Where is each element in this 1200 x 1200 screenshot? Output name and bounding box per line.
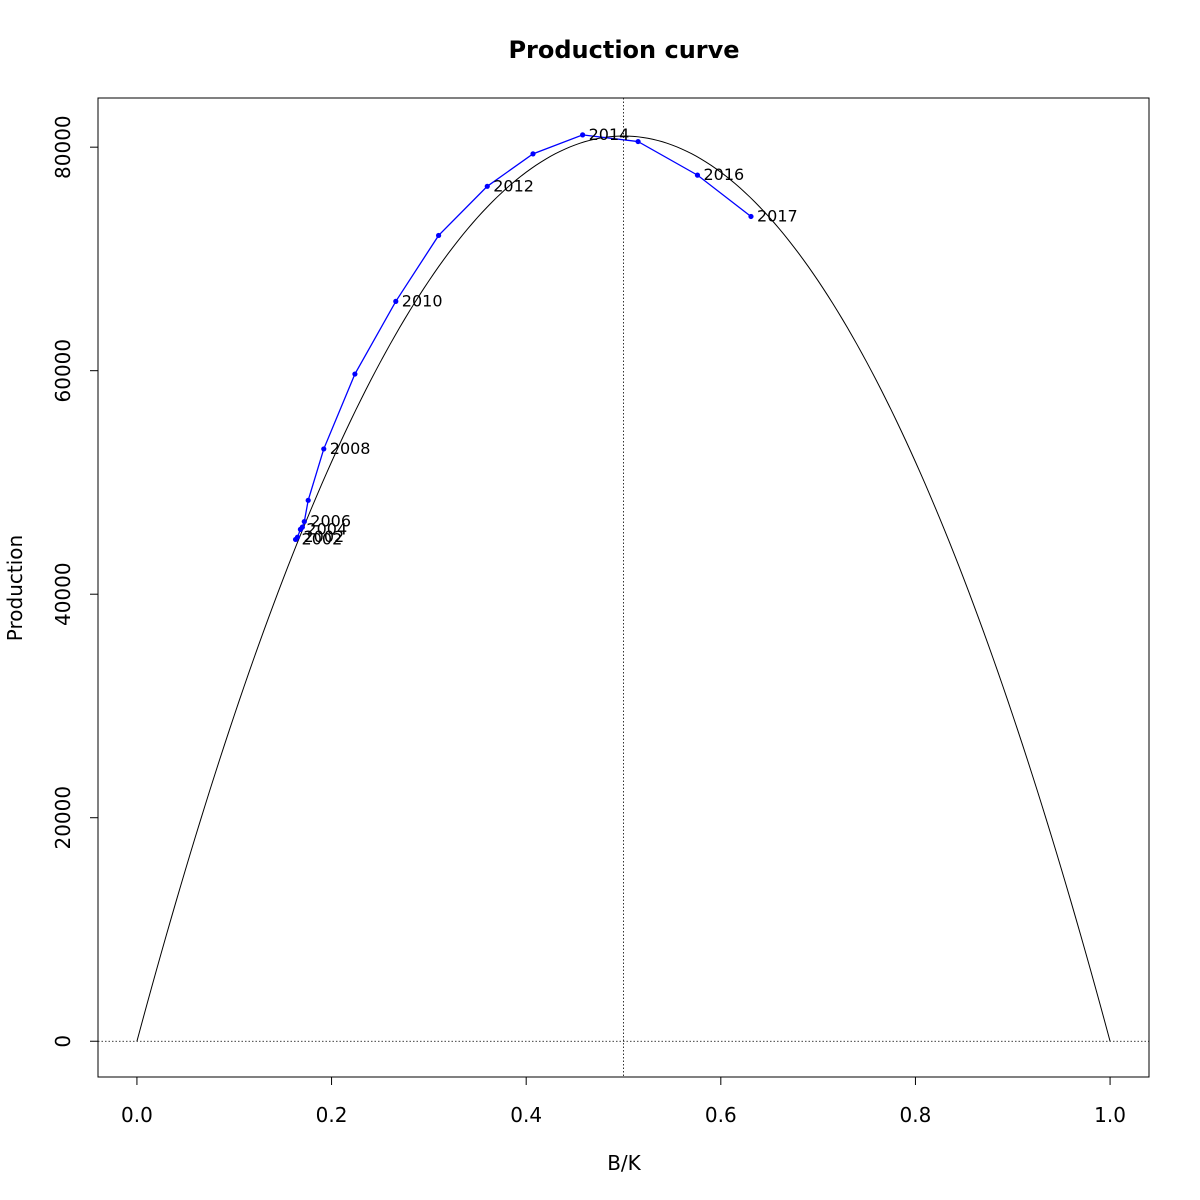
year-label-2008: 2008: [330, 439, 371, 458]
data-point-2016: [694, 172, 701, 178]
data-point-2006: [301, 518, 307, 525]
y-tick-label: 80000: [51, 115, 75, 179]
y-tick-label: 20000: [51, 786, 75, 850]
data-point-2017: [748, 213, 754, 220]
year-label-2017: 2017: [757, 206, 798, 225]
data-point-2009: [352, 371, 358, 377]
year-label-2004: 2004: [306, 519, 347, 538]
year-label-2016: 2016: [703, 165, 744, 184]
x-tick-label: 0.8: [900, 1103, 932, 1127]
y-axis-label: Production: [3, 535, 27, 641]
x-tick-label: 0.2: [316, 1103, 348, 1127]
y-tick-label: 0: [51, 1035, 75, 1048]
plot-frame: [97, 97, 1150, 1078]
year-label-2012: 2012: [493, 176, 534, 195]
data-point-2012: [484, 183, 490, 189]
year-label-2006: 2006: [310, 512, 351, 531]
chart-title: Production curve: [508, 36, 739, 64]
axis-ticks: 0.0 0.2 0.4 0.6 0.8 1.0 0 20000 40000 60000 80000: [51, 115, 1126, 1127]
series-line: [295, 134, 752, 540]
x-tick-label: 0.6: [705, 1103, 737, 1127]
year-label-2002: 2002: [302, 529, 343, 548]
data-point-2014: [580, 132, 586, 138]
year-label-2014: 2014: [589, 125, 630, 144]
year-label-2010: 2010: [402, 291, 443, 310]
reference-lines: [98, 98, 1149, 1077]
data-point-2007: [305, 497, 311, 503]
data-point-2015: [635, 138, 641, 145]
data-point-2005: [299, 524, 305, 530]
y-tick-label: 60000: [51, 339, 75, 403]
x-tick-label: 0.4: [510, 1103, 542, 1127]
x-axis-label: B/K: [607, 1151, 641, 1175]
data-point-2003: [294, 534, 301, 540]
trajectory-series: [292, 132, 754, 543]
x-tick-label: 1.0: [1094, 1103, 1126, 1127]
data-point-2011: [436, 232, 442, 239]
x-tick-label: 0.0: [121, 1103, 153, 1127]
data-point-2013: [530, 151, 536, 157]
data-point-2010: [393, 298, 399, 304]
data-point-2008: [321, 446, 327, 452]
y-tick-label: 40000: [51, 562, 75, 626]
year-label-2003: 2002: [303, 527, 344, 546]
